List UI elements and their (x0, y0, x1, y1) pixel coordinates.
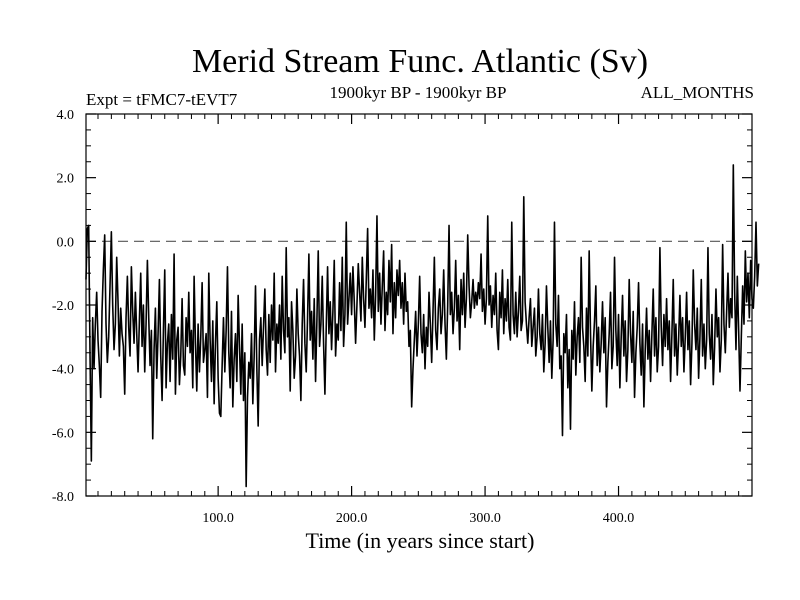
chart-title: Merid Stream Func. Atlantic (Sv) (192, 43, 648, 80)
y-tick-label: 4.0 (57, 108, 75, 123)
plot-area: 100.0 200.0 300.0 400.0 4.0 2.0 0.0 -2.0 -4.0 -6.… (52, 108, 760, 526)
y-tick-label: -4.0 (52, 363, 74, 378)
chart-subtitle-right: ALL_MONTHS (641, 83, 754, 102)
chart-subtitle-left: Expt = tFMC7-tEVT7 (86, 90, 238, 109)
y-tick-label: 2.0 (57, 172, 75, 187)
y-tick-label: -2.0 (52, 299, 74, 314)
series-line-0 (85, 164, 760, 488)
y-tick-label: -8.0 (52, 490, 74, 505)
x-tick-label: 300.0 (469, 511, 501, 526)
y-tick-label: 0.0 (57, 235, 75, 250)
y-tick-label: -6.0 (52, 426, 74, 441)
x-axis-label: Time (in years since start) (306, 528, 535, 553)
x-tick-label: 200.0 (336, 511, 368, 526)
x-tick-label: 400.0 (603, 511, 635, 526)
x-tick-label: 100.0 (202, 511, 234, 526)
chart-subtitle-center: 1900kyr BP - 1900kyr BP (330, 83, 507, 102)
